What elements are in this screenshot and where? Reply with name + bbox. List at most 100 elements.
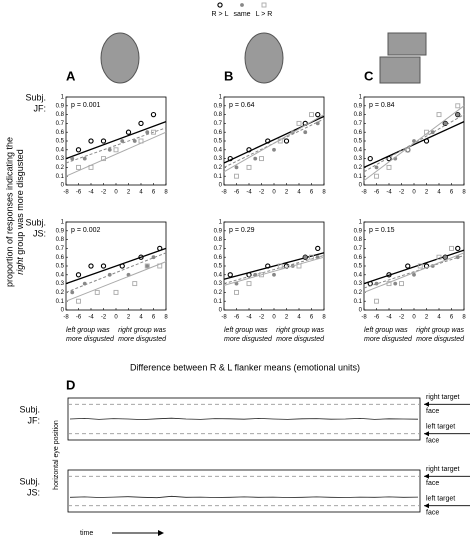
- y-tick-label: 1: [219, 220, 223, 226]
- point: [277, 138, 283, 144]
- point: [374, 281, 379, 286]
- x-tick-label: -6: [234, 315, 240, 321]
- point: [234, 165, 239, 170]
- panel-letter: B: [224, 68, 233, 83]
- y-tick-label: 0.2: [56, 165, 65, 171]
- point: [132, 281, 138, 287]
- fit-line: [65, 252, 167, 293]
- point: [113, 147, 119, 153]
- point: [246, 147, 252, 153]
- x-tick-label: -4: [386, 190, 392, 196]
- x-note: left group was: [224, 327, 268, 334]
- x-tick-label: -6: [76, 190, 82, 196]
- y-tick-label: 0.8: [354, 112, 363, 118]
- point: [234, 173, 239, 179]
- point: [94, 289, 100, 295]
- target-label: face: [426, 510, 439, 517]
- x-tick-label: 6: [152, 190, 156, 196]
- point: [88, 138, 94, 144]
- point: [259, 156, 264, 162]
- point: [455, 245, 461, 252]
- y-tick-label: 0.1: [354, 174, 363, 180]
- y-tick-label: 0.8: [56, 112, 65, 118]
- x-tick-label: 4: [139, 315, 143, 321]
- y-tick-label: 0.9: [56, 228, 65, 234]
- y-tick-label: 0.5: [214, 264, 223, 270]
- x-tick-label: 4: [437, 190, 441, 196]
- legend-symbol: [240, 3, 244, 7]
- point: [113, 289, 119, 295]
- x-tick-label: -8: [221, 315, 227, 321]
- point: [399, 281, 404, 287]
- subject-label: JS:: [27, 487, 40, 497]
- y-tick-label: 0.3: [56, 156, 65, 162]
- point: [82, 281, 87, 286]
- x-tick-label: 8: [322, 190, 326, 196]
- x-note: more disgusted: [364, 336, 413, 343]
- x-tick-label: 4: [297, 315, 301, 321]
- point: [315, 121, 320, 126]
- y-tick-label: 1: [359, 220, 363, 226]
- x-tick-label: -8: [361, 315, 367, 321]
- y-tick-label: 0.9: [354, 103, 363, 109]
- point: [138, 254, 144, 260]
- x-tick-label: -4: [88, 315, 94, 321]
- y-tick-label: 0.3: [56, 281, 65, 287]
- plot-frame: [363, 221, 465, 311]
- y-tick-label: 0.9: [354, 228, 363, 234]
- eye-trace: [69, 495, 419, 499]
- point: [259, 272, 264, 278]
- y-tick-label: 0.7: [56, 121, 65, 127]
- point: [75, 272, 82, 278]
- p-value: p = 0.29: [229, 227, 255, 234]
- point: [151, 129, 156, 135]
- point: [374, 173, 379, 179]
- point: [302, 254, 308, 260]
- x-note: right group was: [118, 327, 166, 334]
- y-tick-label: 0.2: [214, 165, 223, 171]
- legend-label: L > R: [256, 11, 273, 18]
- target-label: left target: [426, 424, 455, 431]
- y-tick-label: 0.5: [56, 264, 65, 270]
- y-tick-label: 0.1: [56, 174, 65, 180]
- subject-label: Subj.: [25, 217, 46, 227]
- point: [75, 147, 82, 153]
- y-tick-label: 1: [359, 95, 363, 101]
- fit-line: [65, 261, 167, 302]
- point: [88, 263, 94, 269]
- point: [412, 272, 416, 277]
- y-axis-label-em: right: [15, 257, 25, 275]
- y-tick-label: 0.8: [214, 112, 223, 118]
- x-tick-label: 4: [437, 315, 441, 321]
- point: [76, 298, 81, 304]
- point: [246, 164, 252, 170]
- y-tick-label: 0: [359, 183, 363, 189]
- point: [315, 111, 321, 118]
- x-tick-label: 0: [272, 315, 276, 321]
- point: [296, 120, 302, 126]
- target-label: face: [426, 408, 439, 415]
- y-tick-label: 0.3: [214, 156, 223, 162]
- face-top-half: [387, 32, 427, 56]
- point: [100, 138, 107, 144]
- point: [455, 112, 460, 117]
- subject-label: Subj.: [19, 404, 40, 414]
- point: [107, 272, 112, 277]
- point: [417, 263, 423, 269]
- target-label: right target: [426, 466, 460, 473]
- panel-letter: A: [66, 68, 76, 83]
- x-tick-label: -6: [374, 315, 380, 321]
- x-tick-label: 6: [450, 315, 454, 321]
- point: [423, 138, 430, 144]
- y-tick-label: 0.4: [56, 147, 65, 153]
- x-tick-label: 8: [462, 190, 466, 196]
- point: [386, 281, 392, 287]
- point: [442, 254, 448, 260]
- point: [234, 281, 239, 286]
- y-tick-label: 0.2: [354, 165, 363, 171]
- point: [253, 272, 258, 277]
- x-tick-label: 2: [425, 190, 429, 196]
- x-axis-label: Difference between R & L flanker means (…: [130, 362, 360, 372]
- y-tick-label: 1: [219, 95, 223, 101]
